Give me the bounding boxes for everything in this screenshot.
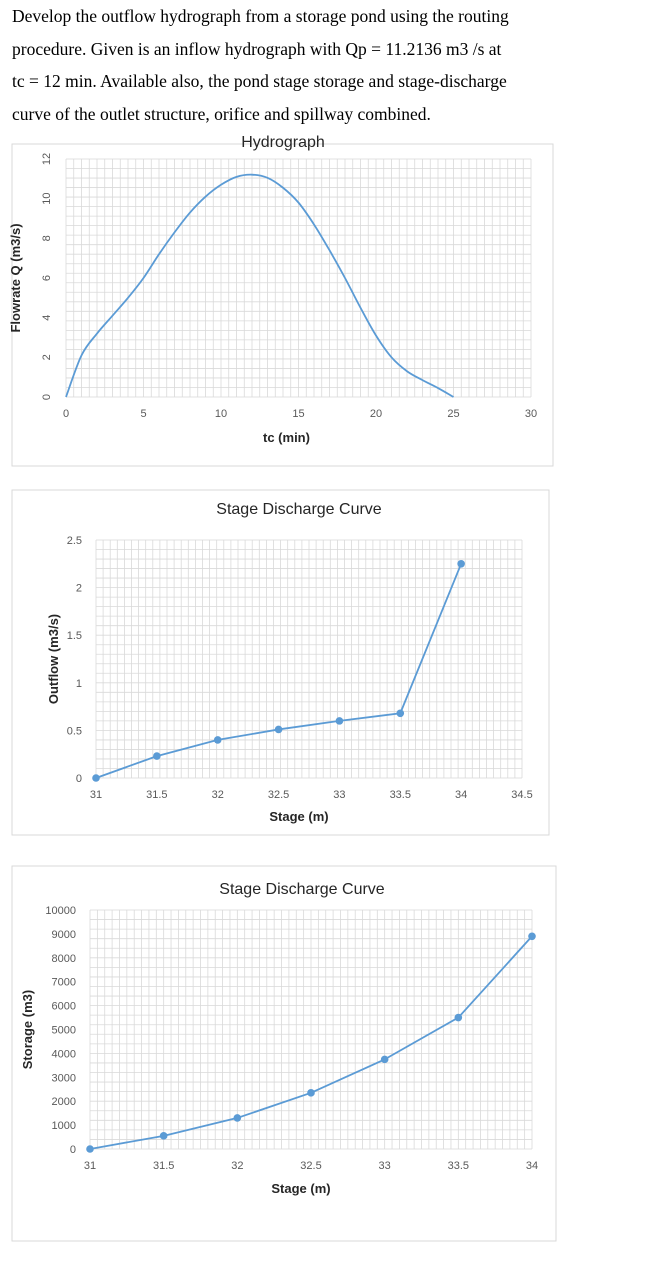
y-tick-label: 8000 xyxy=(52,953,76,965)
x-tick-label: 30 xyxy=(525,408,537,420)
y-tick-label: 10000 xyxy=(45,905,76,917)
grid-lines xyxy=(95,539,523,779)
y-tick-label: 6000 xyxy=(52,1001,76,1013)
problem-line: procedure. Given is an inflow hydrograph… xyxy=(12,38,502,59)
data-point xyxy=(528,932,536,941)
x-tick-label: 34 xyxy=(455,789,467,801)
x-tick-label: 32.5 xyxy=(268,789,289,801)
x-tick-label: 32 xyxy=(231,1160,243,1172)
y-tick-label: 10 xyxy=(41,193,53,205)
y-tick-label: 9000 xyxy=(52,929,76,941)
x-tick-label: 33 xyxy=(379,1160,391,1172)
stage-storage-chart: Stage Discharge Curve 31 31.5 32 32.5 33 33.5 3… xyxy=(11,865,557,1242)
y-tick-label: 2 xyxy=(41,354,53,360)
chart-frame xyxy=(11,143,554,467)
data-point xyxy=(380,1055,389,1064)
x-tick-label: 15 xyxy=(292,408,304,420)
data-point xyxy=(274,725,283,734)
data-point xyxy=(159,1132,168,1140)
hydrograph-chart: Hydrograph 0 5 10 15 20 25 30 0 2 4 6 8 10 12 tc (min) F… xyxy=(8,134,554,467)
data-point xyxy=(307,1089,315,1097)
x-tick-label: 31.5 xyxy=(153,1160,174,1172)
chart-title: Hydrograph xyxy=(241,134,325,151)
data-point xyxy=(396,709,405,718)
y-tick-label: 2000 xyxy=(52,1096,76,1108)
x-tick-label: 34 xyxy=(526,1160,538,1172)
y-tick-label: 4 xyxy=(41,315,53,321)
stage-discharge-chart: Stage Discharge Curve 31 31.5 32 32.5 33 33.5 3… xyxy=(11,489,550,836)
y-tick-label: 1 xyxy=(76,678,82,690)
problem-line: Develop the outflow hydrograph from a st… xyxy=(12,6,509,26)
x-tick-label: 33.5 xyxy=(448,1160,469,1172)
y-axis-title: Storage (m3) xyxy=(20,990,35,1069)
grid-lines xyxy=(89,909,533,1150)
y-tick-label: 6 xyxy=(41,275,53,281)
y-tick-label: 12 xyxy=(41,153,53,165)
problem-line: curve of the outlet structure, orifice a… xyxy=(12,103,431,124)
problem-line: tc = 12 min. Available also, the pond st… xyxy=(12,71,507,91)
grid-lines xyxy=(65,158,532,398)
x-tick-label: 20 xyxy=(370,408,382,420)
data-point xyxy=(92,774,100,782)
x-axis-title: tc (min) xyxy=(263,430,310,445)
data-point xyxy=(86,1145,94,1153)
y-tick-label: 7000 xyxy=(52,977,76,989)
y-tick-label: 8 xyxy=(41,235,53,241)
x-tick-label: 10 xyxy=(215,408,227,420)
x-tick-label: 31 xyxy=(84,1160,96,1172)
series-line xyxy=(65,173,454,398)
x-tick-label: 0 xyxy=(63,408,69,420)
y-tick-label: 1000 xyxy=(52,1120,76,1132)
chart-title: Stage Discharge Curve xyxy=(219,881,385,898)
x-tick-label: 31 xyxy=(90,789,102,801)
y-tick-label: 0 xyxy=(70,1144,76,1156)
y-tick-label: 2 xyxy=(76,583,82,595)
y-tick-label: 4000 xyxy=(52,1048,76,1060)
x-tick-label: 32 xyxy=(212,789,224,801)
x-tick-label: 33 xyxy=(333,789,345,801)
chart-title: Stage Discharge Curve xyxy=(216,501,382,518)
x-tick-label: 5 xyxy=(140,408,146,420)
x-axis-title: Stage (m) xyxy=(269,809,328,824)
y-tick-label: 0 xyxy=(41,394,53,400)
y-axis-title: Flowrate Q (m3/s) xyxy=(8,223,23,332)
data-point xyxy=(153,752,161,760)
data-point xyxy=(335,717,344,725)
data-point xyxy=(454,1013,463,1022)
y-tick-label: 0 xyxy=(76,773,82,785)
x-tick-label: 31.5 xyxy=(146,789,167,801)
y-tick-label: 3000 xyxy=(52,1072,76,1084)
y-tick-label: 2.5 xyxy=(67,535,82,547)
x-tick-label: 25 xyxy=(447,408,459,420)
data-point xyxy=(233,1114,242,1122)
x-tick-label: 33.5 xyxy=(390,789,411,801)
data-point xyxy=(213,736,222,744)
problem-statement: Develop the outflow hydrograph from a st… xyxy=(12,0,612,130)
y-tick-label: 0.5 xyxy=(67,725,82,737)
data-point xyxy=(457,560,465,568)
y-tick-label: 5000 xyxy=(52,1025,76,1037)
y-tick-label: 1.5 xyxy=(67,630,82,642)
y-axis-title: Outflow (m3/s) xyxy=(46,614,61,704)
x-axis-title: Stage (m) xyxy=(271,1181,330,1196)
x-tick-label: 34.5 xyxy=(511,789,532,801)
x-tick-label: 32.5 xyxy=(300,1160,321,1172)
